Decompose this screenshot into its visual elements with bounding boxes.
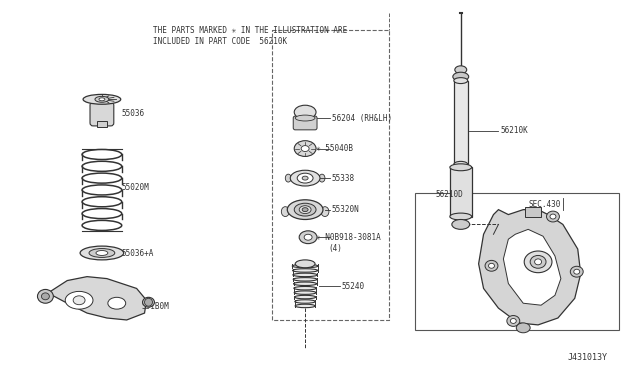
Ellipse shape [108,297,125,309]
Ellipse shape [452,219,470,230]
Ellipse shape [295,300,316,303]
Ellipse shape [574,269,580,274]
Ellipse shape [454,78,468,84]
Text: INCLUDED IN PART CODE  56210K: INCLUDED IN PART CODE 56210K [154,37,287,46]
Bar [450,167,472,217]
Ellipse shape [294,286,316,290]
Text: 55020M: 55020M [122,183,150,192]
Ellipse shape [302,208,308,212]
Bar [273,31,389,320]
Ellipse shape [455,66,467,74]
Ellipse shape [524,251,552,273]
Text: 551B0M: 551B0M [141,302,170,311]
Ellipse shape [293,278,317,281]
Ellipse shape [291,170,320,186]
Ellipse shape [80,246,124,260]
Bar [454,81,468,164]
Ellipse shape [454,161,468,167]
Ellipse shape [96,250,108,256]
Text: 55036: 55036 [122,109,145,118]
Ellipse shape [294,141,316,157]
Ellipse shape [453,72,468,81]
Text: 55320N: 55320N [332,205,360,214]
Ellipse shape [297,173,313,183]
Text: J431013Y: J431013Y [568,353,607,362]
Ellipse shape [95,96,109,102]
Ellipse shape [299,231,317,244]
Text: THE PARTS MARKED ✳ IN THE ILLUSTRATION ARE: THE PARTS MARKED ✳ IN THE ILLUSTRATION A… [154,26,348,35]
Text: 56210D: 56210D [435,190,463,199]
Ellipse shape [299,206,311,214]
Ellipse shape [73,296,85,305]
Ellipse shape [321,207,329,217]
Text: 56210K: 56210K [500,126,528,135]
Bar [415,193,620,330]
Ellipse shape [294,105,316,119]
Text: 55240: 55240 [342,282,365,291]
Bar [525,207,541,217]
Ellipse shape [550,214,556,219]
Ellipse shape [450,213,472,220]
Polygon shape [479,210,580,325]
Bar [97,121,107,127]
Ellipse shape [285,174,291,182]
Ellipse shape [295,115,315,121]
Ellipse shape [292,269,317,272]
Ellipse shape [510,318,516,323]
FancyBboxPatch shape [90,102,114,126]
Text: (4): (4) [328,244,342,253]
Ellipse shape [302,176,308,180]
Ellipse shape [485,260,498,271]
Ellipse shape [450,164,472,171]
Ellipse shape [301,145,309,151]
Ellipse shape [507,315,520,326]
Ellipse shape [292,264,318,268]
Text: 56204 (RH&LH): 56204 (RH&LH) [332,113,392,122]
Ellipse shape [38,289,53,303]
Ellipse shape [295,304,315,308]
Text: 55036+A: 55036+A [122,250,154,259]
Polygon shape [47,277,147,320]
Ellipse shape [294,203,316,216]
Ellipse shape [65,291,93,309]
Ellipse shape [319,174,325,182]
Ellipse shape [282,207,289,217]
FancyBboxPatch shape [293,116,317,130]
Ellipse shape [547,211,559,222]
Ellipse shape [143,297,154,307]
Ellipse shape [42,293,49,300]
Ellipse shape [516,323,530,333]
Circle shape [145,298,152,306]
Ellipse shape [89,248,115,257]
Ellipse shape [294,282,317,285]
Ellipse shape [294,295,316,299]
Text: 55338: 55338 [332,174,355,183]
Ellipse shape [295,260,315,268]
Ellipse shape [83,94,121,104]
Ellipse shape [530,256,546,268]
Ellipse shape [287,200,323,219]
Ellipse shape [304,234,312,240]
Polygon shape [504,230,561,305]
Ellipse shape [99,98,105,101]
Ellipse shape [294,291,316,294]
Text: SEC.430: SEC.430 [528,200,561,209]
Text: ✳ 55040B: ✳ 55040B [316,144,353,153]
Ellipse shape [534,259,541,265]
Ellipse shape [488,263,495,268]
Ellipse shape [293,273,317,277]
Ellipse shape [570,266,583,277]
Text: ✳ N0B918-3081A: ✳ N0B918-3081A [316,233,381,242]
